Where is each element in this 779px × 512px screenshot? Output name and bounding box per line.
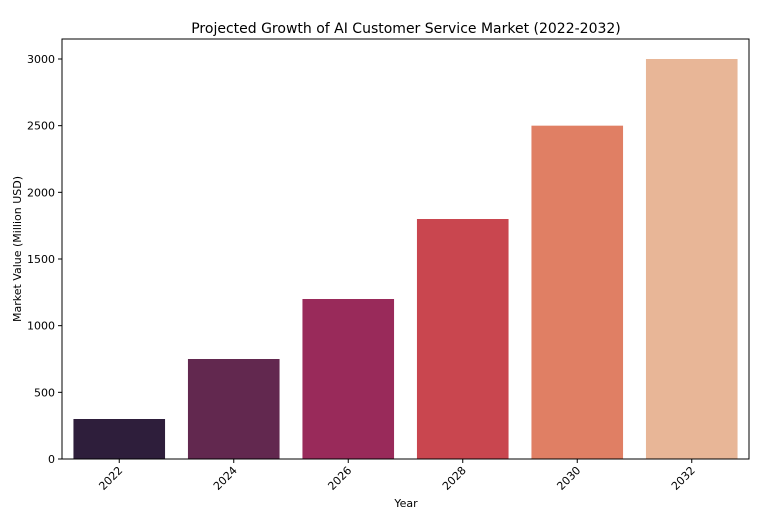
bar-2030: [531, 125, 624, 460]
y-tick-label: 3000: [27, 53, 55, 66]
x-axis: 2022 2024 2026 2028 2030 2032: [96, 459, 698, 493]
y-tick-label: 2500: [27, 120, 55, 133]
bar-2022: [73, 419, 166, 459]
bar-2032: [645, 59, 738, 459]
y-tick-label: 0: [48, 453, 55, 466]
x-tick-label: 2026: [325, 464, 354, 493]
y-tick-label: 1000: [27, 320, 55, 333]
x-tick-label: 2030: [554, 464, 583, 493]
x-tick-label: 2022: [96, 464, 125, 493]
bar-2028: [416, 219, 509, 459]
plot-area: [61, 38, 750, 460]
x-tick-label: 2024: [211, 464, 240, 493]
y-axis-title: Market Value (Million USD): [11, 176, 24, 322]
bar-2024: [187, 359, 280, 459]
y-tick-label: 2000: [27, 186, 55, 199]
x-tick-label: 2028: [440, 464, 469, 493]
bar-2026: [302, 299, 395, 459]
x-axis-title: Year: [393, 497, 418, 510]
x-tick-label: 2032: [669, 464, 698, 493]
y-tick-label: 1500: [27, 253, 55, 266]
y-tick-label: 500: [34, 386, 55, 399]
plot-frame: [61, 38, 750, 460]
y-axis: 0 500 1000 1500 2000 2500 3000: [27, 53, 62, 466]
chart-title: Projected Growth of AI Customer Service …: [191, 21, 621, 37]
